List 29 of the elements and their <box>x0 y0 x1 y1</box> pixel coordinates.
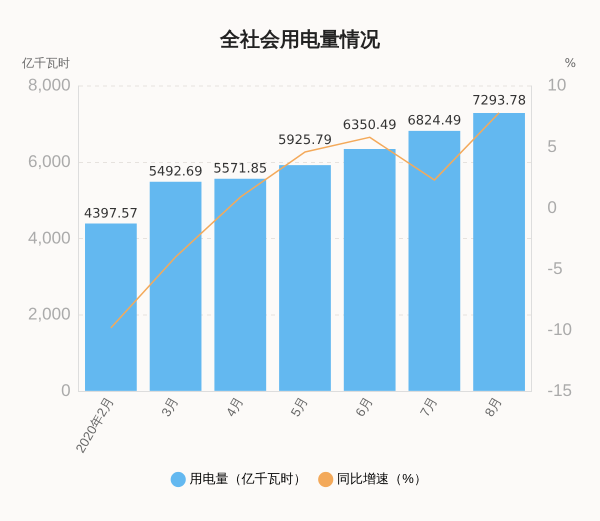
data-label: 6350.49 <box>342 118 397 134</box>
y2-axis-title: % <box>564 56 576 70</box>
data-label: 5925.79 <box>278 132 332 148</box>
y2-tick-label: -10 <box>547 320 572 339</box>
x-tick-label: 7月 <box>416 394 440 420</box>
y-tick-label: 2,000 <box>28 304 71 324</box>
data-label: 6824.49 <box>408 114 462 129</box>
x-tick-label: 8月 <box>482 394 505 420</box>
y-tick-label: 0 <box>61 381 71 400</box>
y2-tick-label: -5 <box>547 258 563 278</box>
chart-title: 全社会用电量情况 <box>218 26 381 53</box>
data-label: 5571.85 <box>213 162 268 177</box>
data-label: 7293.78 <box>472 94 526 109</box>
data-label: 5492.69 <box>148 164 202 180</box>
y2-tick-label: 10 <box>547 76 566 95</box>
legend-label: 同比增速（%） <box>337 471 427 486</box>
y2-tick-label: 5 <box>547 136 557 156</box>
y-tick-label: 6,000 <box>28 152 71 172</box>
y-tick-label: 4,000 <box>28 228 71 248</box>
x-tick-label: 5月 <box>288 394 311 420</box>
data-label: 4397.57 <box>84 206 138 222</box>
x-tick-label: 4月 <box>222 394 246 420</box>
y-axis-title: 亿千瓦时 <box>21 56 70 70</box>
y2-tick-label: 0 <box>547 198 557 217</box>
y2-tick-label: -15 <box>547 381 572 400</box>
x-tick-label: 3月 <box>158 394 182 420</box>
y-tick-label: 8,000 <box>28 76 71 95</box>
legend-label: 用电量（亿千瓦时） <box>190 471 307 486</box>
x-tick-label: 6月 <box>352 394 376 420</box>
